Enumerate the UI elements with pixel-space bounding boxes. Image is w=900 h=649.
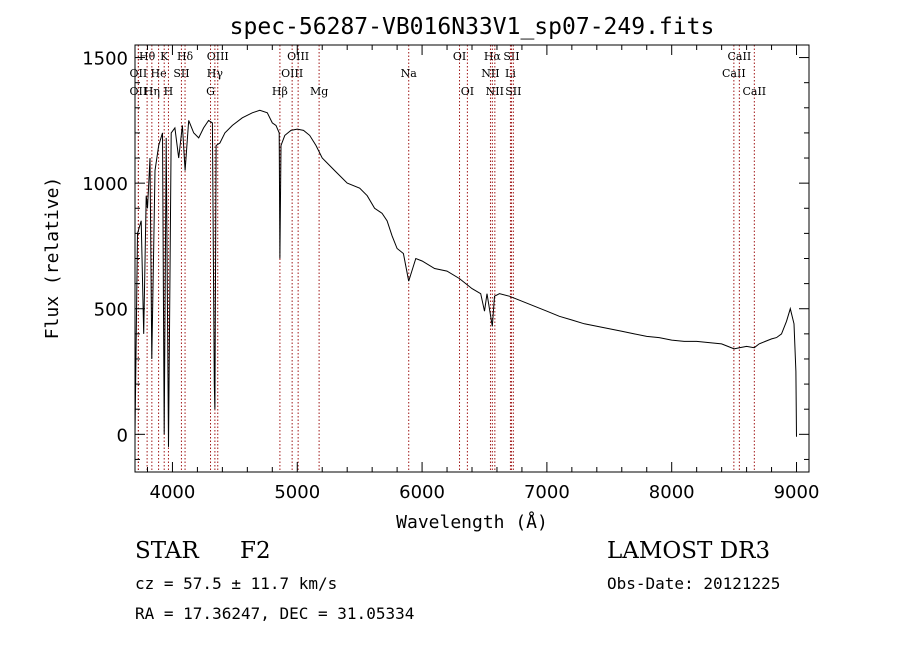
marker-label: SII — [173, 67, 189, 80]
ra-dec: RA = 17.36247, DEC = 31.05334 — [135, 604, 415, 623]
x-tick-label: 6000 — [399, 482, 445, 503]
marker-label: Hγ — [207, 67, 224, 80]
marker-label: CaII — [742, 85, 766, 98]
marker-label: SII — [503, 50, 519, 63]
marker-label: Hα — [484, 50, 502, 63]
x-tick-label: 8000 — [649, 482, 695, 503]
survey-name: LAMOST DR3 — [607, 538, 771, 564]
marker-label: H — [164, 85, 174, 98]
y-axis: 0 500 1000 1500 — [82, 49, 809, 460]
marker-label: OIII — [287, 50, 309, 63]
y-tick-label: 0 — [117, 425, 128, 446]
marker-label: Hη — [144, 85, 160, 98]
chart-title: spec-56287-VB016N33V1_sp07-249.fits — [230, 14, 715, 40]
marker-label: Na — [401, 67, 418, 80]
x-axis-label: Wavelength (Å) — [396, 511, 548, 533]
marker-label: OI — [461, 85, 474, 98]
marker-label: Hθ — [139, 50, 156, 63]
x-tick-label: 7000 — [524, 482, 570, 503]
marker-label: SII — [505, 85, 521, 98]
marker-label: OIII — [207, 50, 229, 63]
marker-label: OI — [453, 50, 466, 63]
plot-frame — [134, 44, 810, 473]
object-subclass: F2 — [240, 538, 271, 564]
marker-label: OII — [130, 85, 148, 98]
x-axis: 4000 5000 6000 7000 8000 9000 — [146, 45, 820, 503]
marker-label: Li — [505, 67, 516, 80]
y-tick-label: 1500 — [82, 49, 128, 70]
marker-label: NII — [486, 85, 504, 98]
y-axis-label: Flux (relative) — [42, 177, 63, 340]
obs-date: Obs-Date: 20121225 — [607, 574, 781, 593]
x-tick-label: 5000 — [274, 482, 320, 503]
marker-label: K — [160, 50, 169, 63]
marker-label: CaII — [722, 67, 746, 80]
marker-label: NII — [481, 67, 499, 80]
marker-label: CaII — [728, 50, 752, 63]
redshift-cz: cz = 57.5 ± 11.7 km/s — [135, 574, 338, 593]
marker-label: Hβ — [272, 85, 288, 98]
marker-label: Mg — [310, 85, 328, 98]
marker-label: G — [206, 85, 215, 98]
x-tick-label: 4000 — [150, 482, 196, 503]
x-tick-label: 9000 — [774, 482, 820, 503]
marker-label: Hδ — [177, 50, 194, 63]
marker-label: OIII — [281, 67, 303, 80]
spectrum-line — [134, 109, 797, 447]
marker-label: He — [151, 67, 167, 80]
y-tick-label: 500 — [94, 300, 128, 321]
object-class: STAR — [135, 538, 199, 564]
y-tick-label: 1000 — [82, 174, 128, 195]
